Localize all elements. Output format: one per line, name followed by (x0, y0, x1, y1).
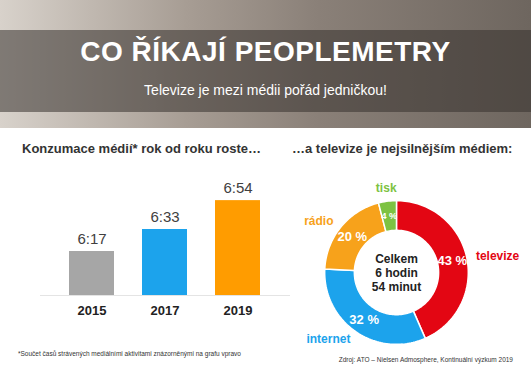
svg-text:20 %: 20 % (337, 229, 367, 244)
svg-text:4 %: 4 % (382, 211, 398, 221)
html-text:*Součet časů strávených mediál: *Součet časů strávených mediálními aktiv… (18, 350, 241, 357)
html-text:…a televize je nejsilnějším mé: …a televize je nejsilnějším médiem: (292, 141, 513, 156)
svg-text:6:33: 6:33 (150, 208, 179, 225)
svg-text:43 %: 43 % (437, 253, 467, 268)
svg-text:32 %: 32 % (349, 312, 379, 327)
html-text:CO ŘÍKAJÍ PEOPLEMETRY: CO ŘÍKAJÍ PEOPLEMETRY (80, 36, 451, 67)
html-text:Televize je mezi médii pořád j: Televize je mezi médii pořád jedničkou! (144, 82, 387, 98)
svg-text:6:17: 6:17 (77, 230, 106, 247)
html-text:Zdroj: ATO – Nielsen Admospher: Zdroj: ATO – Nielsen Admosphere, Kontinu… (338, 356, 513, 363)
svg-text:Celkem6 hodin54 minut: Celkem6 hodin54 minut (372, 252, 421, 294)
svg-text:6:54: 6:54 (223, 179, 252, 196)
svg-text:tisk: tisk (376, 181, 397, 195)
html-text:Konzumace médií* rok od roku r: Konzumace médií* rok od roku roste… (22, 141, 262, 156)
svg-text:2017: 2017 (151, 303, 180, 318)
svg-text:2015: 2015 (78, 303, 107, 318)
svg-text:2019: 2019 (224, 303, 253, 318)
svg-text:rádio: rádio (304, 214, 333, 228)
svg-text:internet: internet (306, 332, 350, 346)
svg-text:televize: televize (476, 249, 520, 263)
